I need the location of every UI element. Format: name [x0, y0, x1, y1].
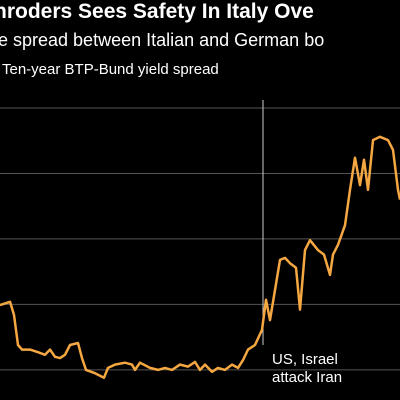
spread-line: [0, 135, 400, 379]
series-label: Ten-year BTP-Bund yield spread: [2, 61, 219, 78]
chart-title: hroders Sees Safety In Italy Ove: [0, 0, 314, 23]
chart-subtitle: e spread between Italian and German bo: [0, 30, 324, 50]
annotation: US, Israel: [272, 351, 338, 368]
annotation: attack Iran: [272, 369, 342, 386]
